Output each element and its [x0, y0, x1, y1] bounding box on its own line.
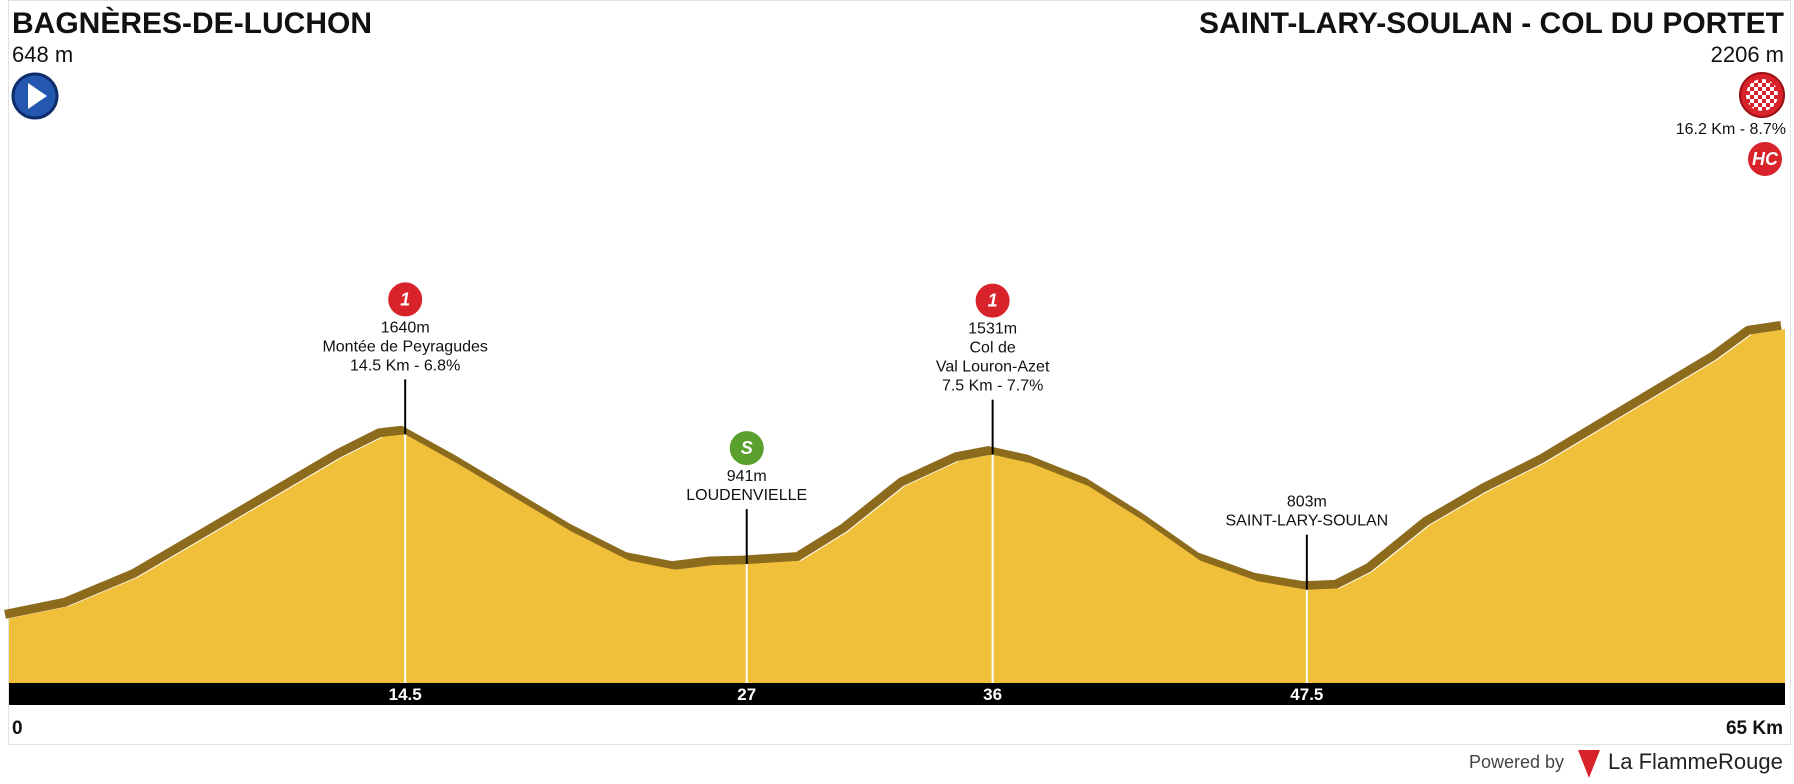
category-badge — [1746, 140, 1784, 178]
checker-square — [1754, 95, 1758, 99]
checker-square — [1758, 107, 1762, 111]
category-badge — [973, 281, 1012, 320]
checker-square — [1766, 83, 1770, 87]
checker-square — [1766, 91, 1770, 95]
checker-square — [1754, 103, 1758, 107]
powered-by: Powered by — [1469, 752, 1564, 772]
checker-square — [1774, 99, 1778, 103]
start-icon — [11, 72, 59, 120]
marker-elevation: 803m — [1287, 494, 1327, 511]
category-label: S — [741, 438, 753, 458]
marker-climb: 14.5 Km - 6.8% — [350, 357, 460, 374]
finish-climb: 16.2 Km - 8.7% — [1676, 121, 1786, 138]
profile-area — [9, 329, 1785, 683]
checker-square — [1758, 99, 1762, 103]
marker-name: SAINT-LARY-SOULAN — [1225, 513, 1388, 530]
frame — [8, 0, 1791, 745]
checker-square — [1774, 91, 1778, 95]
marker-name: Montée de Peyragudes — [322, 338, 487, 355]
checker-square — [1770, 95, 1774, 99]
checker-square — [1762, 103, 1766, 107]
finish-elevation: 2206 m — [1711, 42, 1784, 67]
category-label: 1 — [988, 291, 998, 311]
category-label: 1 — [400, 289, 410, 309]
category-badge — [386, 280, 425, 319]
checker-square — [1762, 87, 1766, 91]
brand-name: La FlammeRouge — [1608, 749, 1783, 774]
marker-name: LOUDENVIELLE — [686, 487, 807, 504]
finish-name: SAINT-LARY-SOULAN - COL DU PORTET — [1199, 7, 1784, 40]
marker-name: Col de — [970, 340, 1016, 357]
checker-square — [1766, 99, 1770, 103]
finish-icon — [1739, 72, 1785, 118]
profile-edge — [4, 320, 1782, 619]
checker-square — [1770, 103, 1774, 107]
marker-climb: 7.5 Km - 7.7% — [942, 378, 1043, 395]
category-badge — [727, 429, 766, 468]
marker-elevation: 1640m — [381, 319, 430, 336]
marker-elevation: 1531m — [968, 321, 1017, 338]
start-name: BAGNÈRES-DE-LUCHON — [12, 6, 372, 40]
start-elevation: 648 m — [12, 42, 73, 67]
checker-square — [1758, 91, 1762, 95]
x-tick-label: 65 Km — [1726, 718, 1783, 739]
checker-square — [1746, 95, 1750, 99]
checker-square — [1762, 95, 1766, 99]
checker-square — [1762, 79, 1766, 83]
marker-km: 14.5 — [389, 685, 422, 704]
marker-km: 47.5 — [1290, 685, 1323, 704]
checker-square — [1750, 91, 1754, 95]
checker-square — [1758, 83, 1762, 87]
checker-square — [1750, 83, 1754, 87]
category-label: HC — [1752, 149, 1779, 169]
marker-name: Val Louron-Azet — [936, 359, 1050, 376]
marker-elevation: 941m — [727, 468, 767, 485]
brand-logo-mark — [1578, 750, 1600, 778]
marker-km: 27 — [737, 685, 756, 704]
checker-square — [1754, 87, 1758, 91]
checker-square — [1766, 107, 1770, 111]
checker-square — [1746, 87, 1750, 91]
checker-square — [1754, 79, 1758, 83]
brand-logo — [1578, 750, 1600, 778]
checker-square — [1750, 99, 1754, 103]
marker-km: 36 — [983, 685, 1002, 704]
start-icon-arrow — [28, 83, 47, 109]
x-tick-label: 0 — [12, 718, 23, 739]
checker-square — [1770, 87, 1774, 91]
distance-bar — [9, 683, 1785, 705]
